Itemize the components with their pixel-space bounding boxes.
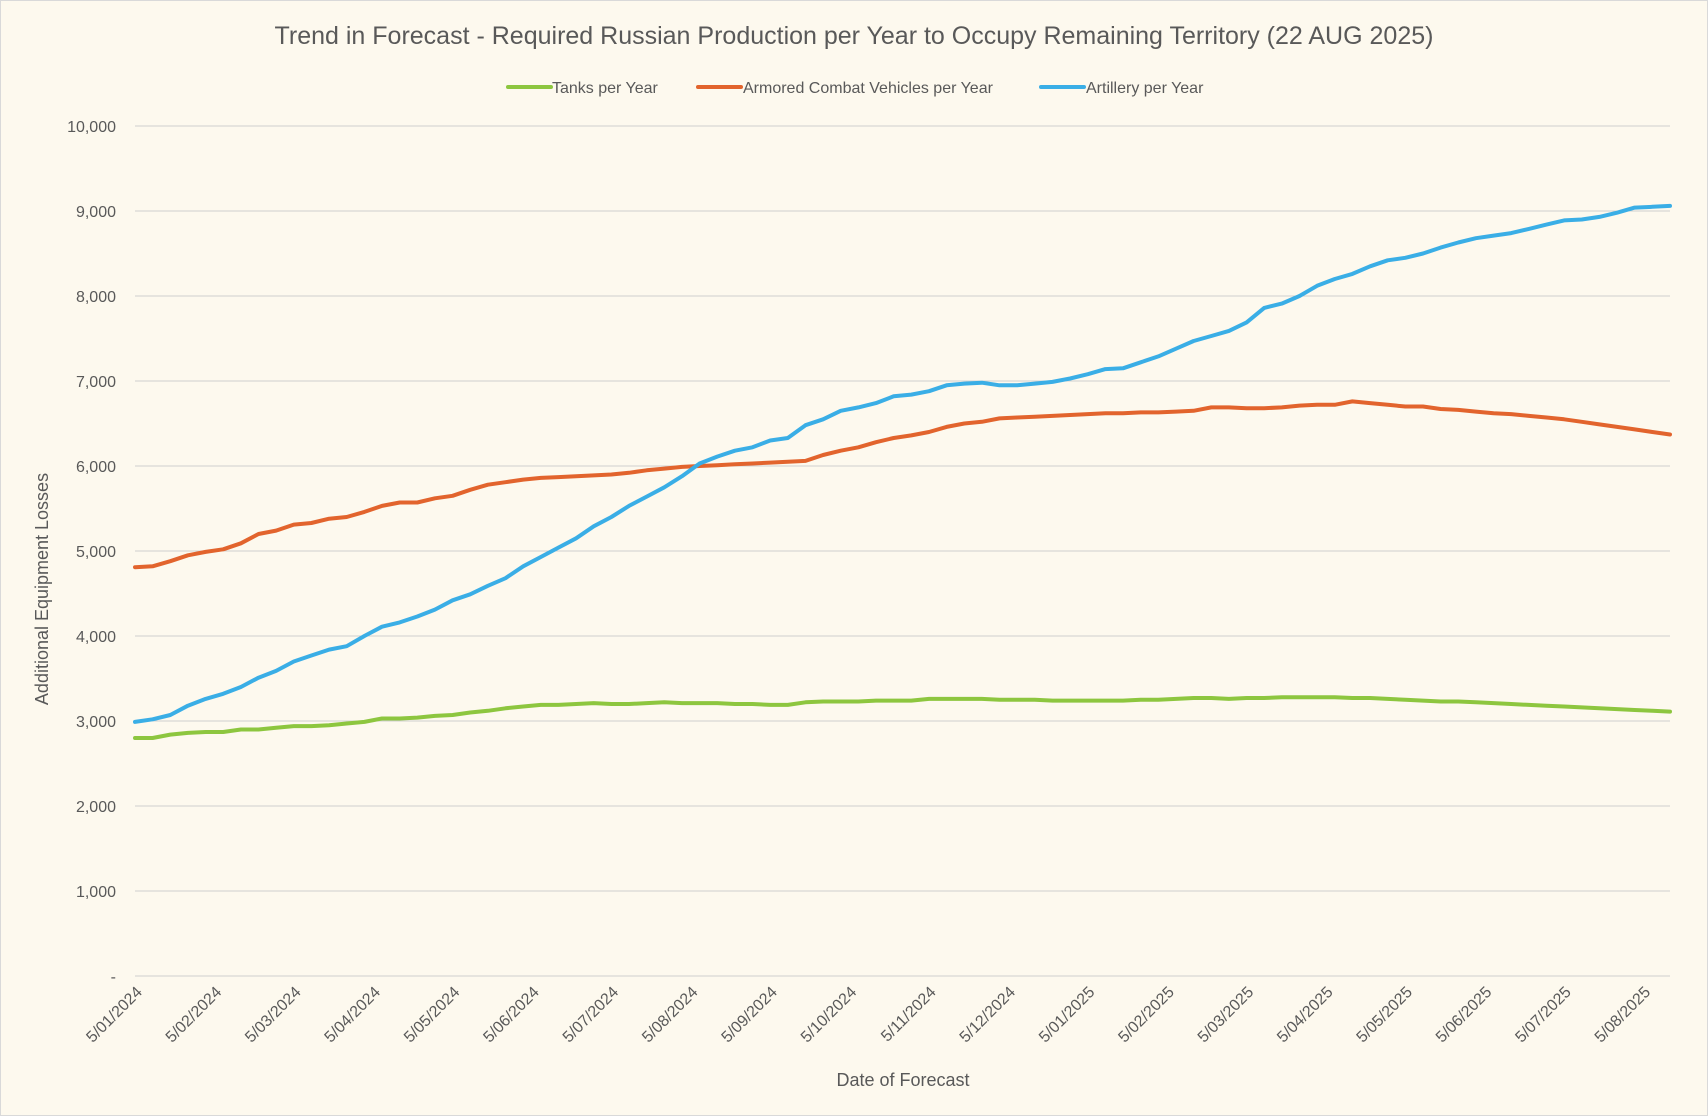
gridlines — [135, 125, 1670, 977]
x-tick-label: 5/10/2024 — [798, 984, 860, 1046]
y-tick-label: 6,000 — [76, 459, 116, 476]
y-tick-label: 5,000 — [76, 544, 116, 561]
x-axis-ticks: 5/01/2024 5/02/2024 5/03/2024 5/04/2024 5/05… — [83, 984, 1654, 1046]
x-tick-label: 5/11/2024 — [878, 984, 940, 1046]
x-tick-label: 5/01/2025 — [1036, 984, 1098, 1046]
legend-label-tanks: Tanks per Year — [552, 80, 659, 97]
x-tick-label: 5/06/2024 — [480, 984, 542, 1046]
legend-label-armored-combat-vehicles: Armored Combat Vehicles per Year — [743, 80, 994, 97]
y-tick-label: 9,000 — [76, 204, 116, 221]
legend-item-armored-combat-vehicles: Armored Combat Vehicles per Year — [696, 80, 994, 97]
y-tick-label: 8,000 — [76, 289, 116, 306]
y-tick-label: 4,000 — [76, 629, 116, 646]
x-tick-label: 5/03/2024 — [242, 984, 304, 1046]
legend-item-artillery: Artillery per Year — [1039, 80, 1204, 97]
x-tick-label: 5/07/2024 — [560, 984, 622, 1046]
legend-item-tanks: Tanks per Year — [506, 80, 659, 97]
chart-title: Trend in Forecast - Required Russian Pro… — [275, 22, 1434, 50]
y-tick-label: 7,000 — [76, 374, 116, 391]
series-line-tanks-per-year — [133, 695, 1672, 740]
y-axis-ticks: - 1,000 2,000 3,000 4,000 5,000 6,000 7,000 8,00… — [67, 119, 116, 986]
y-axis-label: Additional Equipment Losses — [32, 473, 52, 705]
legend-label-artillery: Artillery per Year — [1086, 80, 1204, 97]
legend: Tanks per Year Armored Combat Vehicles p… — [506, 80, 1204, 97]
x-tick-label: 5/12/2024 — [957, 984, 1019, 1046]
y-tick-label: 2,000 — [76, 799, 116, 816]
x-tick-label: 5/07/2025 — [1512, 984, 1574, 1046]
x-tick-label: 5/05/2024 — [401, 984, 463, 1046]
y-tick-label: 10,000 — [67, 119, 116, 136]
series-line-armored-combat-vehicles-per-year — [133, 399, 1672, 570]
x-tick-label: 5/05/2025 — [1354, 984, 1416, 1046]
x-tick-label: 5/08/2024 — [639, 984, 701, 1046]
x-tick-label: 5/04/2024 — [322, 984, 384, 1046]
x-tick-label: 5/09/2024 — [719, 984, 781, 1046]
x-tick-label: 5/02/2025 — [1115, 984, 1177, 1046]
x-tick-label: 5/08/2025 — [1592, 984, 1654, 1046]
y-tick-label: 3,000 — [76, 714, 116, 731]
y-tick-label: - — [111, 969, 116, 986]
series-lines — [133, 203, 1672, 740]
x-tick-label: 5/04/2025 — [1274, 984, 1336, 1046]
x-axis-label: Date of Forecast — [836, 1070, 969, 1090]
x-tick-label: 5/01/2024 — [83, 984, 145, 1046]
x-tick-label: 5/06/2025 — [1433, 984, 1495, 1046]
series-line-artillery-per-year — [133, 203, 1672, 724]
x-tick-label: 5/02/2024 — [163, 984, 225, 1046]
y-tick-label: 1,000 — [76, 884, 116, 901]
x-tick-label: 5/03/2025 — [1195, 984, 1257, 1046]
